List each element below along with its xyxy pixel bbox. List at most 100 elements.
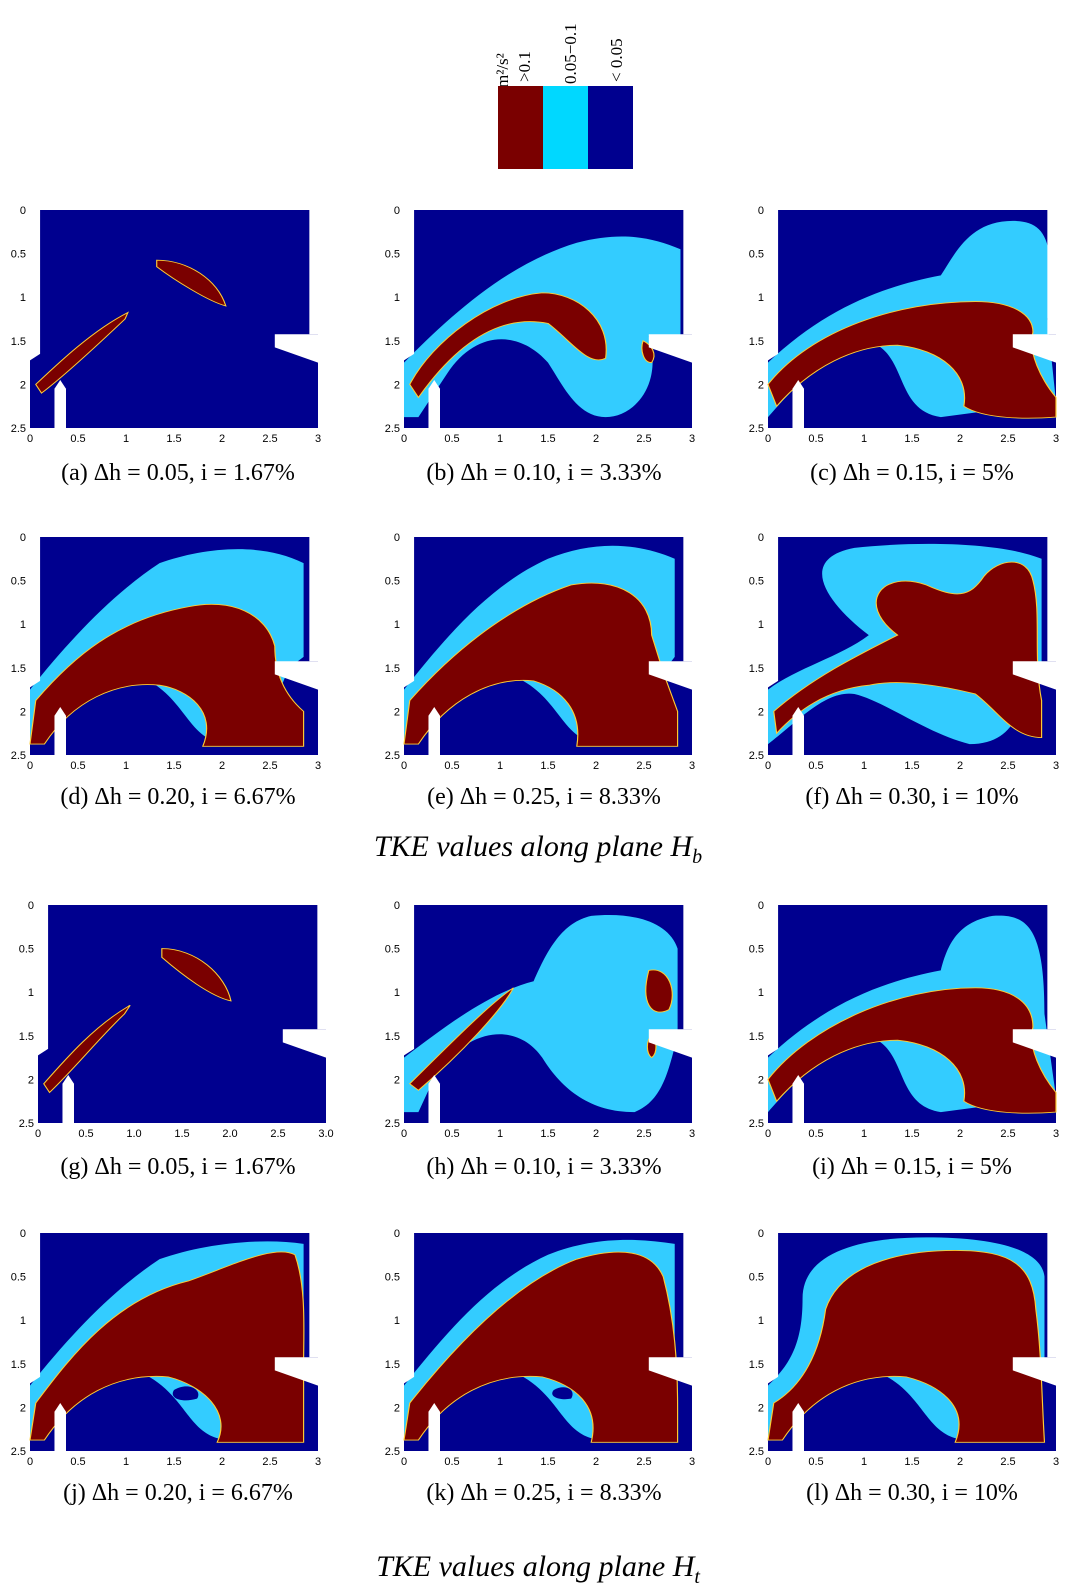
y-tick-label: 1.5: [385, 336, 400, 348]
x-tick-label: 2.5: [636, 433, 651, 445]
tke-region-high: [773, 561, 1043, 738]
right-step: [274, 1357, 318, 1386]
right-step: [282, 1029, 326, 1058]
y-tick-label: 1.5: [749, 1031, 764, 1043]
caption-j: (j) Δh = 0.20, i = 6.67%: [63, 1480, 293, 1506]
y-tick-label: 1: [394, 619, 400, 631]
right-wall: [309, 210, 320, 335]
x-tick-label: 2: [593, 760, 599, 772]
axis-ticks: 0 0.5 1 1.5 2 2.5 3 0 0.5 1 1.5 2 2.5: [11, 205, 321, 445]
x-tick-label: 2: [593, 1456, 599, 1468]
left-wall: [768, 537, 779, 688]
left-wall: [30, 537, 41, 688]
x-tick-label: 1.5: [904, 760, 919, 772]
y-tick-label: 2: [394, 1074, 400, 1086]
x-tick-label: 1.5: [540, 433, 555, 445]
tke-region-high: [408, 987, 514, 1091]
tke-region-high: [35, 311, 129, 394]
y-tick-label: 0: [758, 205, 764, 217]
tke-region-high: [767, 1250, 1046, 1443]
panel-background: [38, 905, 326, 1123]
right-step: [1012, 334, 1056, 363]
contour-panel-l: 0 0.5 1 1.5 2 2.5 3 0 0.5 1 1.5 2 2.5: [749, 1228, 1059, 1468]
y-tick-label: 1: [20, 292, 26, 304]
left-wall: [30, 210, 41, 361]
x-tick-label: 0: [765, 1128, 771, 1140]
right-step: [648, 1029, 692, 1058]
x-tick-label: 3: [689, 1128, 695, 1140]
axis-ticks: 0 0.5 1 1.5 2 2.5 3 0 0.5 1 1.5 2 2.5: [385, 532, 695, 772]
x-tick-label: 2.5: [1000, 1128, 1015, 1140]
tke-region-high: [29, 1251, 305, 1443]
y-tick-label: 1: [20, 619, 26, 631]
left-wall: [404, 537, 415, 688]
right-step: [274, 661, 318, 690]
caption-k: (k) Δh = 0.25, i = 8.33%: [426, 1480, 662, 1506]
y-tick-label: 1: [394, 292, 400, 304]
x-tick-label: 1.0: [126, 1128, 141, 1140]
right-wall: [1047, 905, 1058, 1030]
right-step: [1012, 1357, 1056, 1386]
y-tick-label: 2.5: [385, 750, 400, 762]
x-tick-label: 2: [219, 433, 225, 445]
contour-panel-c: 0 0.5 1 1.5 2 2.5 3 0 0.5 1 1.5 2 2.5: [749, 205, 1059, 445]
contour-panel-j: 0 0.5 1 1.5 2 2.5 3 0 0.5 1 1.5 2 2.5: [11, 1228, 321, 1468]
x-tick-label: 0: [27, 1456, 33, 1468]
x-tick-label: 0.5: [808, 760, 823, 772]
x-tick-label: 0: [401, 1456, 407, 1468]
x-tick-label: 1.5: [166, 433, 181, 445]
y-tick-label: 1.5: [11, 663, 26, 675]
obstacle: [792, 380, 804, 428]
x-tick-label: 3.0: [318, 1128, 333, 1140]
obstacle: [428, 1075, 440, 1123]
x-tick-label: 0: [401, 760, 407, 772]
caption-c: (c) Δh = 0.15, i = 5%: [810, 460, 1014, 486]
obstacle: [792, 707, 804, 755]
x-tick-label: 2: [593, 433, 599, 445]
axis-ticks: 0 0.5 1 1.5 2 2.5 3 0 0.5 1 1.5 2 2.5: [749, 900, 1059, 1140]
y-tick-label: 0: [758, 1228, 764, 1240]
x-tick-label: 2: [957, 433, 963, 445]
y-tick-label: 1: [28, 987, 34, 999]
legend-swatch-mid: [543, 86, 588, 169]
y-tick-label: 0.5: [11, 1272, 26, 1284]
axis-ticks: 0 0.5 1 1.5 2 2.5 3 0 0.5 1 1.5 2 2.5: [11, 1228, 321, 1468]
x-tick-label: 2.0: [222, 1128, 237, 1140]
y-tick-label: 0: [20, 532, 26, 544]
section-title-ht: TKE values along plane Ht: [376, 1550, 700, 1588]
right-wall: [1047, 210, 1058, 335]
axis-ticks: 0 0.5 1 1.5 2 2.5 3 0 0.5 1 1.5 2 2.5: [749, 532, 1059, 772]
caption-b: (b) Δh = 0.10, i = 3.33%: [426, 460, 662, 486]
x-tick-label: 1.5: [904, 1128, 919, 1140]
x-tick-label: 2: [957, 1456, 963, 1468]
x-tick-label: 1: [497, 760, 503, 772]
y-tick-label: 0.5: [749, 1272, 764, 1284]
x-tick-label: 2: [593, 1128, 599, 1140]
right-wall: [1047, 1233, 1058, 1358]
obstacle: [62, 1075, 74, 1123]
y-tick-label: 0: [758, 900, 764, 912]
y-tick-label: 2.5: [749, 750, 764, 762]
legend-swatch-low: [588, 86, 633, 169]
x-tick-label: 1: [123, 760, 129, 772]
y-tick-label: 0: [20, 205, 26, 217]
y-tick-label: 2.5: [11, 423, 26, 435]
obstacle: [792, 1403, 804, 1451]
y-tick-label: 2: [28, 1074, 34, 1086]
x-tick-label: 1.5: [904, 433, 919, 445]
right-step: [648, 661, 692, 690]
x-tick-label: 0: [35, 1128, 41, 1140]
axis-ticks: 0 0.5 1 1.5 2 2.5 3 0 0.5 1 1.5 2 2.5: [385, 205, 695, 445]
left-wall: [768, 1233, 779, 1384]
obstacle: [428, 1403, 440, 1451]
y-tick-label: 1: [394, 987, 400, 999]
x-tick-label: 1.5: [174, 1128, 189, 1140]
x-tick-label: 1.5: [540, 1128, 555, 1140]
panel-background: [30, 210, 318, 428]
caption-h: (h) Δh = 0.10, i = 3.33%: [426, 1154, 662, 1180]
y-tick-label: 2: [20, 1402, 26, 1414]
x-tick-label: 1: [497, 433, 503, 445]
x-tick-label: 1: [123, 1456, 129, 1468]
obstacle: [54, 1403, 66, 1451]
y-tick-label: 0: [28, 900, 34, 912]
